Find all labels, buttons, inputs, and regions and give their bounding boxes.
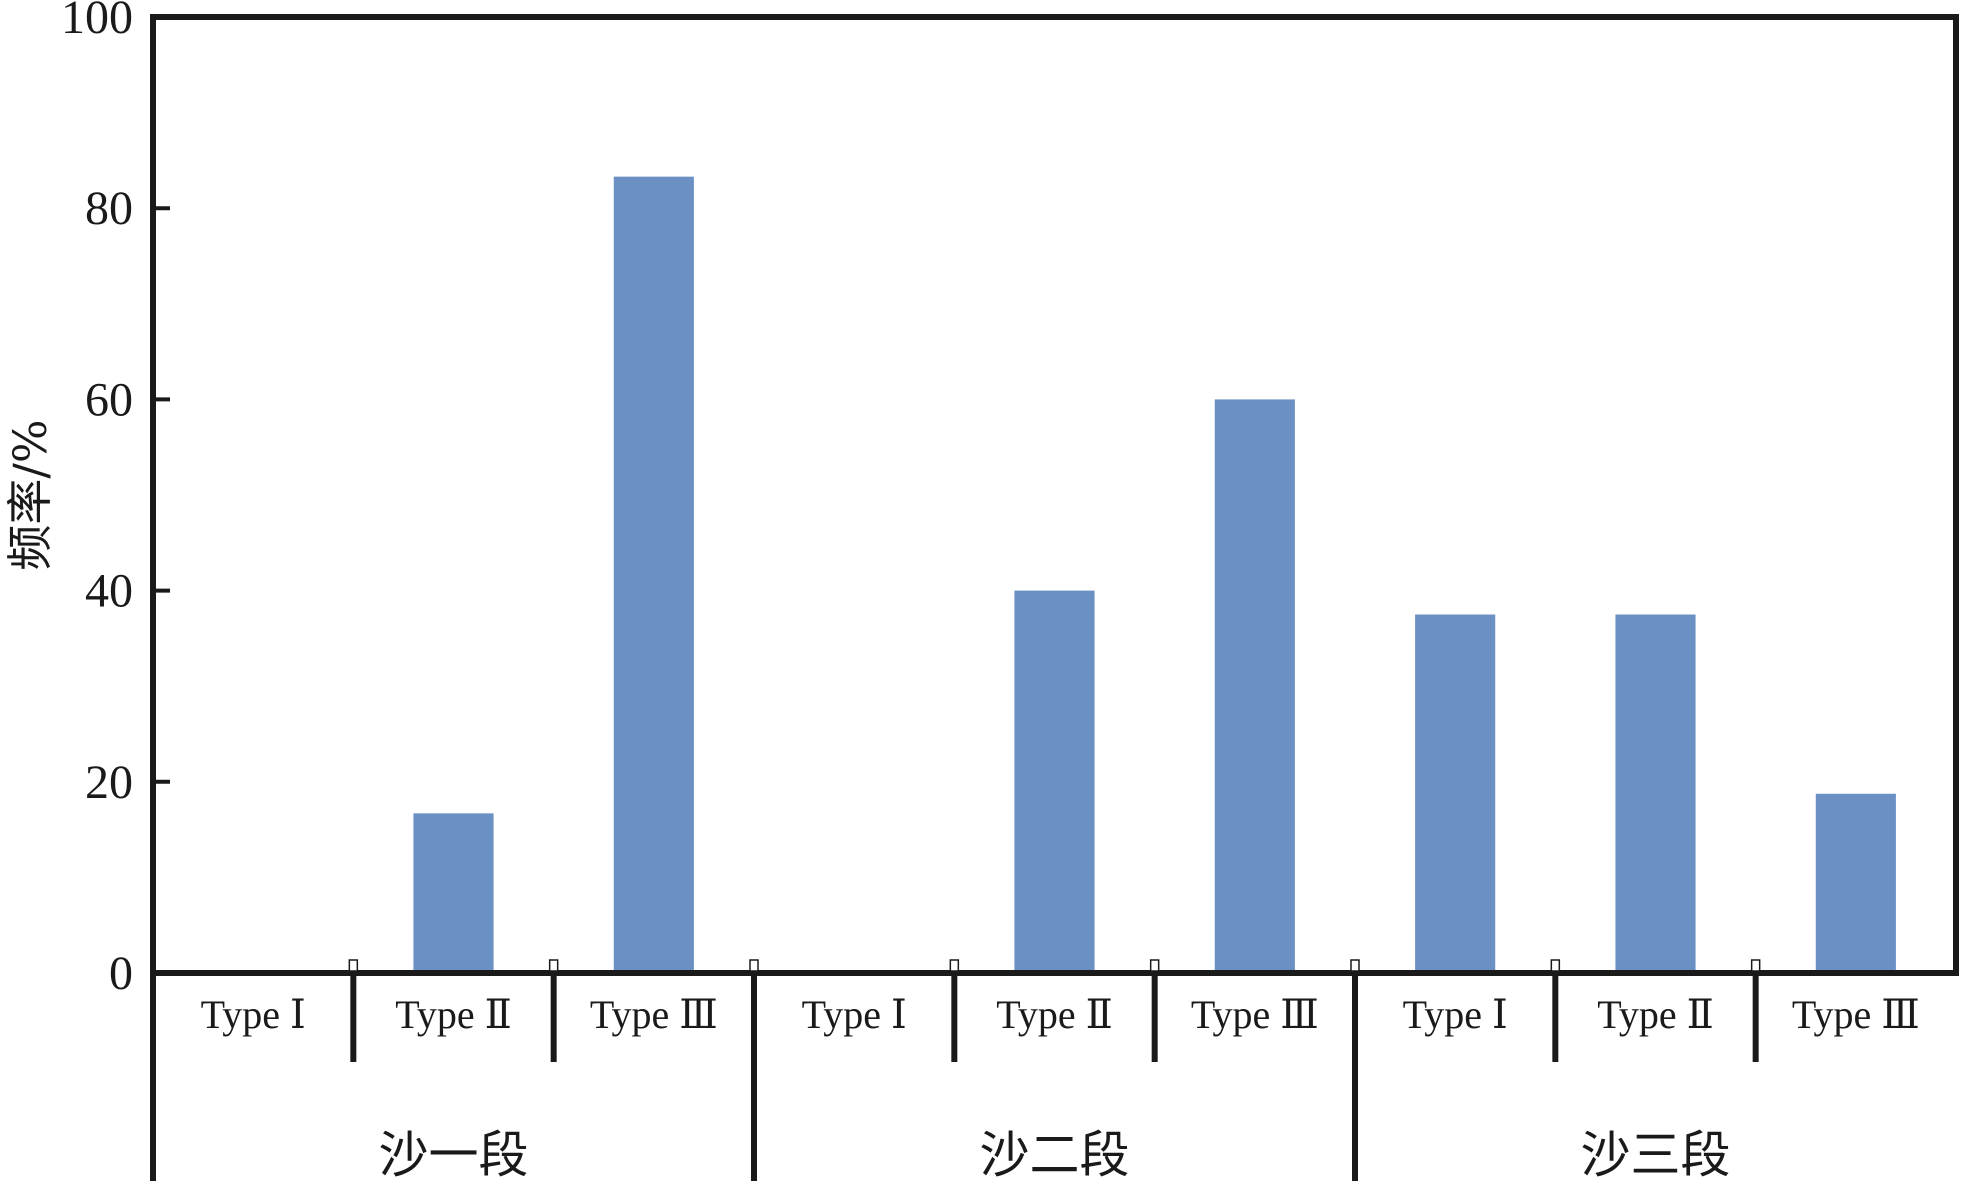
group-label-3: 沙三段 xyxy=(1581,1126,1731,1181)
category-label-1-2: Type Ⅱ xyxy=(395,992,512,1037)
y-axis-label: 频率/% xyxy=(3,419,57,570)
bar-2-3 xyxy=(1214,399,1295,973)
y-tick-label-3: 40 xyxy=(85,565,133,618)
x-tick-mark-8 xyxy=(1750,959,1761,972)
bar-2-2 xyxy=(1014,590,1095,973)
bar-1-2 xyxy=(413,813,494,973)
category-label-3-1: Type Ⅰ xyxy=(1403,992,1508,1037)
group-label-2: 沙二段 xyxy=(980,1126,1130,1181)
group-label-1: 沙一段 xyxy=(379,1126,529,1181)
y-tick-label-1: 0 xyxy=(109,947,133,1000)
x-tick-mark-3 xyxy=(749,959,759,972)
y-tick-label-6: 100 xyxy=(61,0,133,44)
x-tick-mark-4 xyxy=(949,959,960,972)
category-label-2-3: Type Ⅲ xyxy=(1191,992,1319,1037)
plot-area: 0 20 40 60 80 100 Type Ⅰ Type Ⅱ Type Ⅲ Type Ⅰ Type… xyxy=(61,0,1959,1181)
y-tick-label-2: 20 xyxy=(85,756,133,809)
category-label-2-2: Type Ⅱ xyxy=(996,992,1113,1037)
category-label-3-2: Type Ⅱ xyxy=(1597,992,1714,1037)
x-tick-mark-2 xyxy=(548,959,559,972)
x-tick-mark-7 xyxy=(1550,959,1561,972)
x-tick-mark-6 xyxy=(1350,959,1360,972)
bar-3-2 xyxy=(1615,614,1696,973)
category-label-2-1: Type Ⅰ xyxy=(802,992,907,1037)
x-tick-mark-5 xyxy=(1149,959,1160,972)
y-tick-label-5: 80 xyxy=(85,182,133,235)
x-tick-mark-1 xyxy=(348,959,359,972)
bar-3-3 xyxy=(1815,793,1896,973)
y-tick-label-4: 60 xyxy=(85,373,133,426)
bar-3-1 xyxy=(1415,614,1496,973)
bar-1-3 xyxy=(613,176,694,974)
category-label-3-3: Type Ⅲ xyxy=(1792,992,1920,1037)
category-label-1-1: Type Ⅰ xyxy=(201,992,306,1037)
category-label-1-3: Type Ⅲ xyxy=(590,992,718,1037)
y-axis-label-group: 频率/% xyxy=(3,419,57,570)
